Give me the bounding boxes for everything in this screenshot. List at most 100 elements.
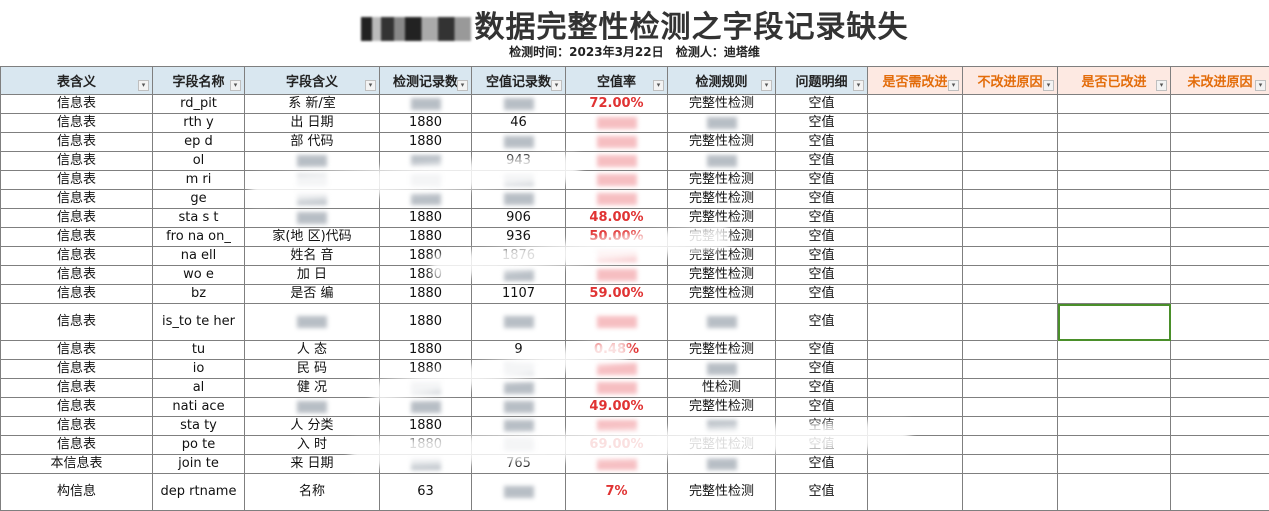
- table-cell[interactable]: [963, 417, 1058, 436]
- table-cell[interactable]: [1058, 190, 1171, 209]
- dropdown-filter-icon[interactable]: ▾: [230, 80, 241, 91]
- table-cell[interactable]: 1880: [380, 417, 472, 436]
- table-cell[interactable]: 1880: [380, 266, 472, 285]
- table-cell[interactable]: [245, 190, 380, 209]
- table-cell[interactable]: 1876: [472, 247, 566, 266]
- table-cell[interactable]: [1058, 304, 1171, 341]
- table-cell[interactable]: [868, 285, 963, 304]
- table-cell[interactable]: 1880: [380, 247, 472, 266]
- table-cell[interactable]: [1171, 114, 1269, 133]
- table-cell[interactable]: [1171, 209, 1269, 228]
- table-cell[interactable]: 空值: [776, 171, 868, 190]
- table-cell[interactable]: join te: [153, 455, 245, 474]
- column-header[interactable]: 空值率▾: [566, 67, 668, 95]
- table-cell[interactable]: [963, 247, 1058, 266]
- table-cell[interactable]: [963, 228, 1058, 247]
- table-cell[interactable]: [1058, 209, 1171, 228]
- table-cell[interactable]: [1058, 133, 1171, 152]
- table-cell[interactable]: 1880: [380, 304, 472, 341]
- table-cell[interactable]: [1058, 474, 1171, 511]
- table-cell[interactable]: na ell: [153, 247, 245, 266]
- table-cell[interactable]: ge: [153, 190, 245, 209]
- table-cell[interactable]: [566, 152, 668, 171]
- table-cell[interactable]: [245, 171, 380, 190]
- table-cell[interactable]: 完整性检测: [668, 247, 776, 266]
- table-cell[interactable]: [1058, 436, 1171, 455]
- table-cell[interactable]: 本信息表: [1, 455, 153, 474]
- table-cell[interactable]: [868, 247, 963, 266]
- table-cell[interactable]: wo e: [153, 266, 245, 285]
- table-cell[interactable]: [868, 436, 963, 455]
- table-cell[interactable]: [245, 398, 380, 417]
- table-cell[interactable]: 完整性检测: [668, 228, 776, 247]
- column-header[interactable]: 表含义▾: [1, 67, 153, 95]
- column-header[interactable]: 字段含义▾: [245, 67, 380, 95]
- table-cell[interactable]: [1058, 114, 1171, 133]
- table-cell[interactable]: [1171, 360, 1269, 379]
- table-cell[interactable]: [868, 474, 963, 511]
- table-cell[interactable]: [868, 209, 963, 228]
- table-cell[interactable]: [566, 247, 668, 266]
- column-header[interactable]: 空值记录数▾: [472, 67, 566, 95]
- table-cell[interactable]: [380, 171, 472, 190]
- table-cell[interactable]: [963, 209, 1058, 228]
- table-cell[interactable]: [1171, 455, 1269, 474]
- table-cell[interactable]: 1107: [472, 285, 566, 304]
- table-cell[interactable]: [1058, 228, 1171, 247]
- table-cell[interactable]: [1171, 152, 1269, 171]
- table-cell[interactable]: 完整性检测: [668, 209, 776, 228]
- table-cell[interactable]: [868, 95, 963, 114]
- table-cell[interactable]: 信息表: [1, 398, 153, 417]
- table-cell[interactable]: 是否 编: [245, 285, 380, 304]
- table-cell[interactable]: [245, 152, 380, 171]
- table-cell[interactable]: [963, 398, 1058, 417]
- table-cell[interactable]: 48.00%: [566, 209, 668, 228]
- table-cell[interactable]: 7%: [566, 474, 668, 511]
- table-cell[interactable]: [1171, 247, 1269, 266]
- table-cell[interactable]: [1171, 398, 1269, 417]
- table-cell[interactable]: [380, 398, 472, 417]
- table-cell[interactable]: [668, 417, 776, 436]
- table-cell[interactable]: 空值: [776, 209, 868, 228]
- table-cell[interactable]: 性检测: [668, 379, 776, 398]
- table-cell[interactable]: 信息表: [1, 152, 153, 171]
- table-cell[interactable]: [868, 341, 963, 360]
- table-cell[interactable]: [868, 190, 963, 209]
- table-cell[interactable]: 信息表: [1, 417, 153, 436]
- table-cell[interactable]: m ri: [153, 171, 245, 190]
- column-header[interactable]: 不改进原因▾: [963, 67, 1058, 95]
- table-cell[interactable]: [868, 398, 963, 417]
- table-cell[interactable]: [868, 417, 963, 436]
- table-cell[interactable]: [1171, 228, 1269, 247]
- table-cell[interactable]: fro na on_: [153, 228, 245, 247]
- table-cell[interactable]: [963, 152, 1058, 171]
- table-cell[interactable]: 空值: [776, 190, 868, 209]
- table-cell[interactable]: [963, 379, 1058, 398]
- table-cell[interactable]: 人 分类: [245, 417, 380, 436]
- table-cell[interactable]: 出 日期: [245, 114, 380, 133]
- table-cell[interactable]: [472, 436, 566, 455]
- table-cell[interactable]: [963, 266, 1058, 285]
- table-cell[interactable]: [380, 190, 472, 209]
- table-cell[interactable]: 943: [472, 152, 566, 171]
- table-cell[interactable]: [1171, 474, 1269, 511]
- table-cell[interactable]: 1880: [380, 133, 472, 152]
- dropdown-filter-icon[interactable]: ▾: [948, 80, 959, 91]
- table-cell[interactable]: [472, 304, 566, 341]
- table-cell[interactable]: [472, 171, 566, 190]
- table-cell[interactable]: [668, 360, 776, 379]
- table-cell[interactable]: 空值: [776, 152, 868, 171]
- table-cell[interactable]: [868, 266, 963, 285]
- dropdown-filter-icon[interactable]: ▾: [365, 80, 376, 91]
- table-cell[interactable]: [868, 133, 963, 152]
- table-cell[interactable]: tu: [153, 341, 245, 360]
- table-cell[interactable]: [1058, 398, 1171, 417]
- dropdown-filter-icon[interactable]: ▾: [138, 80, 149, 91]
- table-cell[interactable]: [1058, 455, 1171, 474]
- table-cell[interactable]: [566, 360, 668, 379]
- table-cell[interactable]: [1171, 417, 1269, 436]
- table-cell[interactable]: [472, 190, 566, 209]
- table-cell[interactable]: [566, 455, 668, 474]
- table-cell[interactable]: 空值: [776, 398, 868, 417]
- table-cell[interactable]: [472, 379, 566, 398]
